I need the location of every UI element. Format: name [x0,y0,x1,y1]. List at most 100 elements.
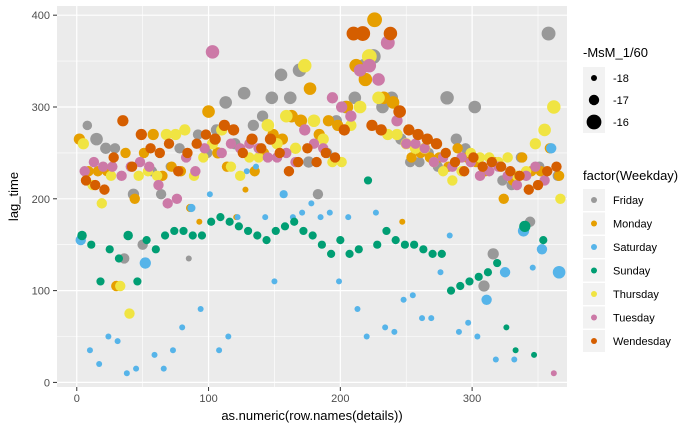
point-wendesday [108,152,119,163]
point-saturday [409,292,416,299]
x-tick-label: 300 [463,393,481,405]
point-thursday [253,152,264,163]
point-friday [185,255,192,262]
point-thursday [160,128,173,141]
point-tuesday [391,115,403,127]
point-monday [147,128,159,141]
point-tuesday [190,166,201,177]
point-saturday [123,370,130,377]
size-key-label: -18 [613,73,629,85]
point-saturday [299,209,306,216]
point-sunday [391,236,400,245]
point-friday [283,91,297,105]
point-tuesday [530,161,541,172]
point-sunday [354,245,363,254]
color-key-label: Monday [613,219,653,231]
point-thursday [353,100,367,114]
point-wendesday [542,166,553,177]
point-saturday [455,328,462,335]
point-thursday [280,109,293,123]
point-sunday [234,222,243,231]
point-wendesday [486,156,498,168]
point-friday [109,143,121,154]
point-wendesday [393,105,406,118]
color-legend: factor(Weekday) Friday Monday Saturday Sund… [583,168,678,352]
point-saturday [545,143,557,154]
point-wendesday [532,179,544,191]
point-saturday [86,347,93,354]
point-sunday [317,240,326,249]
point-saturday [336,278,343,285]
point-tuesday [336,101,348,113]
point-sunday [105,245,114,254]
point-tuesday [205,45,220,59]
point-wendesday [495,161,507,172]
point-saturday [499,267,511,278]
point-thursday [261,119,275,132]
point-wendesday [117,115,129,127]
point-sunday [382,226,391,236]
point-wendesday [311,156,322,168]
point-sunday [262,236,271,245]
x-axis-title: as.numeric(row.names(details)) [221,408,402,423]
color-key-dot [591,338,597,344]
y-tick-label: 300 [32,102,50,114]
point-friday [192,129,204,140]
point-thursday [529,138,542,150]
point-sunday [446,286,456,295]
point-sunday [179,226,188,236]
point-tuesday [216,147,227,159]
color-key-label: Saturday [613,242,658,254]
point-saturday [391,328,398,335]
point-wendesday [126,161,138,172]
point-sunday [428,249,437,258]
point-saturday [197,305,204,312]
point-wendesday [209,133,221,145]
point-sunday [531,351,538,358]
point-sunday [373,240,382,249]
point-wendesday [80,175,92,186]
x-tick-label: 0 [74,393,80,405]
point-sunday [170,226,179,236]
point-saturday [400,296,407,303]
point-friday [478,280,490,292]
point-tuesday [262,152,274,163]
point-thursday [124,308,135,319]
point-wendesday [218,119,231,131]
point-monday [202,105,215,118]
point-monday [129,193,140,204]
point-monday [406,152,417,163]
point-sunday [160,231,170,240]
point-tuesday [199,143,210,154]
point-sunday [465,277,474,286]
point-thursday [289,142,302,154]
point-wendesday [145,143,156,154]
size-key-label: -16 [613,117,629,129]
color-key-label: Friday [613,195,644,207]
point-wendesday [505,166,516,177]
point-thursday [77,138,89,150]
point-sunday [456,281,465,291]
point-thursday [437,166,449,177]
point-wendesday [90,179,101,191]
point-friday [468,100,482,114]
point-wendesday [227,124,240,136]
point-friday [219,96,232,109]
point-sunday [512,347,519,354]
color-key-dot [591,267,597,274]
point-wendesday [246,133,258,145]
point-wendesday [329,152,341,163]
point-saturday [169,347,176,354]
x-tick-label: 100 [199,393,217,405]
point-thursday [179,124,191,136]
point-wendesday [375,124,387,136]
point-wendesday [200,129,212,140]
point-thursday [555,193,566,204]
point-sunday [280,222,290,231]
point-saturday [133,365,140,372]
point-saturday [481,294,492,305]
color-key-label: Wendesday [613,336,671,348]
point-saturday [345,214,352,221]
point-sunday [216,213,225,222]
color-key-label: Tuesday [613,313,655,325]
